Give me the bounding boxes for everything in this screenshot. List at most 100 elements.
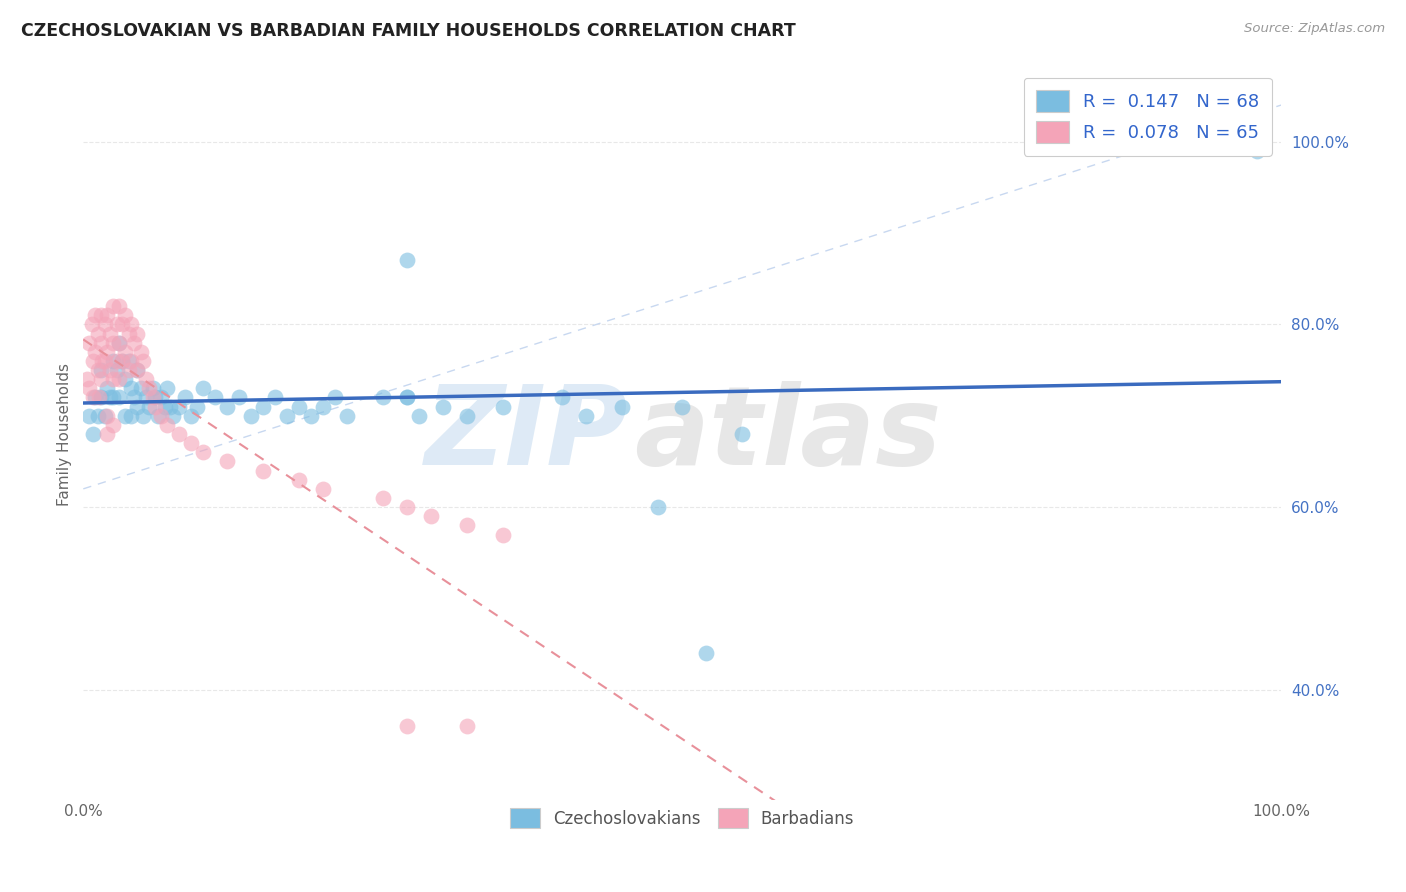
Point [82, 391, 104, 405]
Point [127, 400, 149, 414]
Point [138, 381, 160, 395]
Point [191, 445, 214, 459]
Point [111, 354, 134, 368]
Point [82, 427, 104, 442]
Point [695, 646, 717, 660]
Point [118, 326, 141, 341]
Point [96, 409, 118, 423]
Point [371, 391, 394, 405]
Point [103, 372, 125, 386]
Point [90, 391, 112, 405]
Text: atlas: atlas [634, 381, 942, 488]
Point [94, 354, 117, 368]
Point [84, 391, 107, 405]
Point [105, 354, 128, 368]
Point [143, 400, 166, 414]
Point [122, 335, 145, 350]
Point [159, 400, 181, 414]
Point [395, 500, 418, 515]
Text: Source: ZipAtlas.com: Source: ZipAtlas.com [1244, 22, 1385, 36]
Point [150, 391, 173, 405]
Point [90, 372, 112, 386]
Point [142, 391, 165, 405]
Point [204, 391, 226, 405]
Point [323, 391, 346, 405]
Legend: Czechoslovakians, Barbadians: Czechoslovakians, Barbadians [503, 801, 860, 835]
Point [77, 335, 100, 350]
Point [252, 400, 274, 414]
Point [138, 400, 160, 414]
Point [252, 464, 274, 478]
Point [432, 400, 454, 414]
Point [167, 427, 190, 442]
Point [288, 400, 311, 414]
Point [105, 363, 128, 377]
Point [299, 409, 322, 423]
Point [86, 409, 108, 423]
Point [103, 299, 125, 313]
Point [120, 354, 142, 368]
Point [395, 253, 418, 268]
Point [215, 400, 238, 414]
Point [84, 308, 107, 322]
Point [156, 381, 179, 395]
Point [108, 335, 131, 350]
Point [312, 400, 335, 414]
Point [180, 409, 202, 423]
Point [108, 391, 131, 405]
Point [491, 527, 513, 541]
Point [120, 409, 142, 423]
Point [118, 354, 141, 368]
Point [186, 400, 208, 414]
Point [87, 391, 110, 405]
Point [371, 491, 394, 505]
Point [456, 518, 478, 533]
Point [96, 308, 118, 322]
Point [132, 354, 155, 368]
Text: ZIP: ZIP [425, 381, 628, 488]
Point [647, 500, 669, 515]
Point [111, 318, 134, 332]
Point [96, 344, 118, 359]
Point [1246, 144, 1268, 158]
Point [103, 354, 125, 368]
Text: CZECHOSLOVAKIAN VS BARBADIAN FAMILY HOUSEHOLDS CORRELATION CHART: CZECHOSLOVAKIAN VS BARBADIAN FAMILY HOUS… [21, 22, 796, 40]
Point [142, 381, 165, 395]
Point [118, 363, 141, 377]
Point [103, 335, 125, 350]
Point [671, 400, 693, 414]
Point [395, 391, 418, 405]
Point [108, 299, 131, 313]
Point [82, 354, 104, 368]
Y-axis label: Family Households: Family Households [58, 362, 72, 506]
Point [90, 335, 112, 350]
Point [105, 318, 128, 332]
Point [143, 391, 166, 405]
Point [111, 354, 134, 368]
Point [167, 400, 190, 414]
Point [127, 363, 149, 377]
Point [395, 719, 418, 733]
Point [96, 427, 118, 442]
Point [288, 473, 311, 487]
Point [135, 372, 157, 386]
Point [98, 326, 121, 341]
Point [215, 454, 238, 468]
Point [156, 417, 179, 432]
Point [408, 409, 430, 423]
Point [77, 409, 100, 423]
Point [120, 318, 142, 332]
Point [575, 409, 598, 423]
Point [612, 400, 634, 414]
Point [108, 372, 131, 386]
Point [336, 409, 359, 423]
Point [153, 400, 176, 414]
Point [77, 381, 100, 395]
Point [114, 409, 136, 423]
Point [135, 391, 157, 405]
Point [491, 400, 513, 414]
Point [90, 363, 112, 377]
Point [240, 409, 263, 423]
Point [129, 344, 152, 359]
Point [146, 409, 169, 423]
